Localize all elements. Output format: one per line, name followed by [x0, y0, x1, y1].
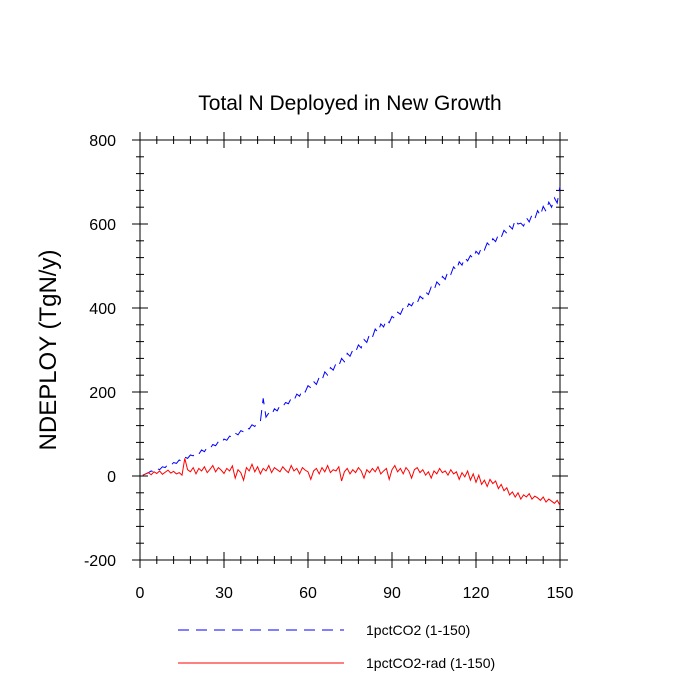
series-line-1 [142, 186, 561, 476]
x-tick-label: 60 [299, 585, 317, 602]
x-tick-label: 90 [383, 585, 401, 602]
y-tick-label: 800 [89, 133, 116, 150]
x-tick-label: 150 [547, 585, 574, 602]
tick-labels: -200 0 200 400 600 800 0 30 60 90 120 150 [84, 133, 573, 602]
series-line-2 [142, 458, 561, 506]
y-tick-label: 400 [89, 301, 116, 318]
y-tick-label: -200 [84, 553, 116, 570]
chart-title: Total N Deployed in New Growth [198, 92, 501, 115]
y-tick-label: 200 [89, 385, 116, 402]
series-lines [142, 186, 561, 506]
y-tick-label: 0 [107, 469, 116, 486]
legend-label-2: 1pctCO2-rad (1-150) [366, 655, 495, 671]
plot-frame [139, 139, 561, 561]
x-tick-label: 0 [136, 585, 145, 602]
axis-ticks [132, 132, 568, 568]
legend-label-1: 1pctCO2 (1-150) [366, 622, 470, 638]
x-tick-label: 30 [215, 585, 233, 602]
y-axis-label: NDEPLOY (TgN/y) [35, 250, 62, 451]
x-tick-label: 120 [463, 585, 490, 602]
legend: 1pctCO2 (1-150) 1pctCO2-rad (1-150) [178, 622, 495, 671]
y-tick-label: 600 [89, 217, 116, 234]
